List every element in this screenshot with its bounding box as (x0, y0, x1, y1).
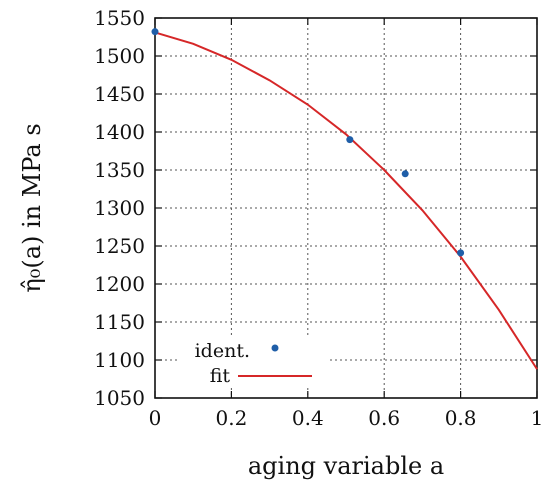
x-tick-label: 0 (149, 406, 162, 430)
y-tick-label: 1050 (94, 386, 145, 410)
x-axis-title: aging variable a (248, 452, 444, 480)
legend-label-ident: ident. (195, 340, 250, 362)
grid (155, 18, 537, 398)
x-tick-label: 0.8 (445, 406, 477, 430)
x-tick-label: 0.6 (368, 406, 400, 430)
y-tick-label: 1100 (94, 348, 145, 372)
y-tick-label: 1300 (94, 196, 145, 220)
ident-points (151, 28, 465, 257)
legend-background (180, 338, 330, 386)
x-tick-label: 0.2 (215, 406, 247, 430)
y-tick-label: 1150 (94, 310, 145, 334)
ident-point (457, 249, 465, 257)
y-tick-labels: 1050 1100 1150 1200 1250 1300 1350 1400 1450 1500… (94, 6, 145, 410)
y-tick-label: 1500 (94, 44, 145, 68)
y-axis-title: η̂₀(a) in MPa s (18, 123, 46, 292)
legend-label-fit: fit (210, 365, 231, 387)
legend-marker-ident (271, 344, 279, 352)
y-tick-label: 1350 (94, 158, 145, 182)
x-tick-labels: 0 0.2 0.4 0.6 0.8 1 (149, 406, 544, 430)
x-tick-label: 0.4 (292, 406, 324, 430)
legend: ident. fit (180, 338, 330, 387)
y-tick-label: 1550 (94, 6, 145, 30)
y-tick-label: 1450 (94, 82, 145, 106)
y-tick-label: 1200 (94, 272, 145, 296)
fit-line (154, 31, 538, 370)
ident-point (151, 28, 159, 36)
y-tick-label: 1250 (94, 234, 145, 258)
x-tick-label: 1 (531, 406, 544, 430)
y-tick-label: 1400 (94, 120, 145, 144)
ident-point (401, 170, 409, 178)
ident-point (346, 136, 354, 144)
